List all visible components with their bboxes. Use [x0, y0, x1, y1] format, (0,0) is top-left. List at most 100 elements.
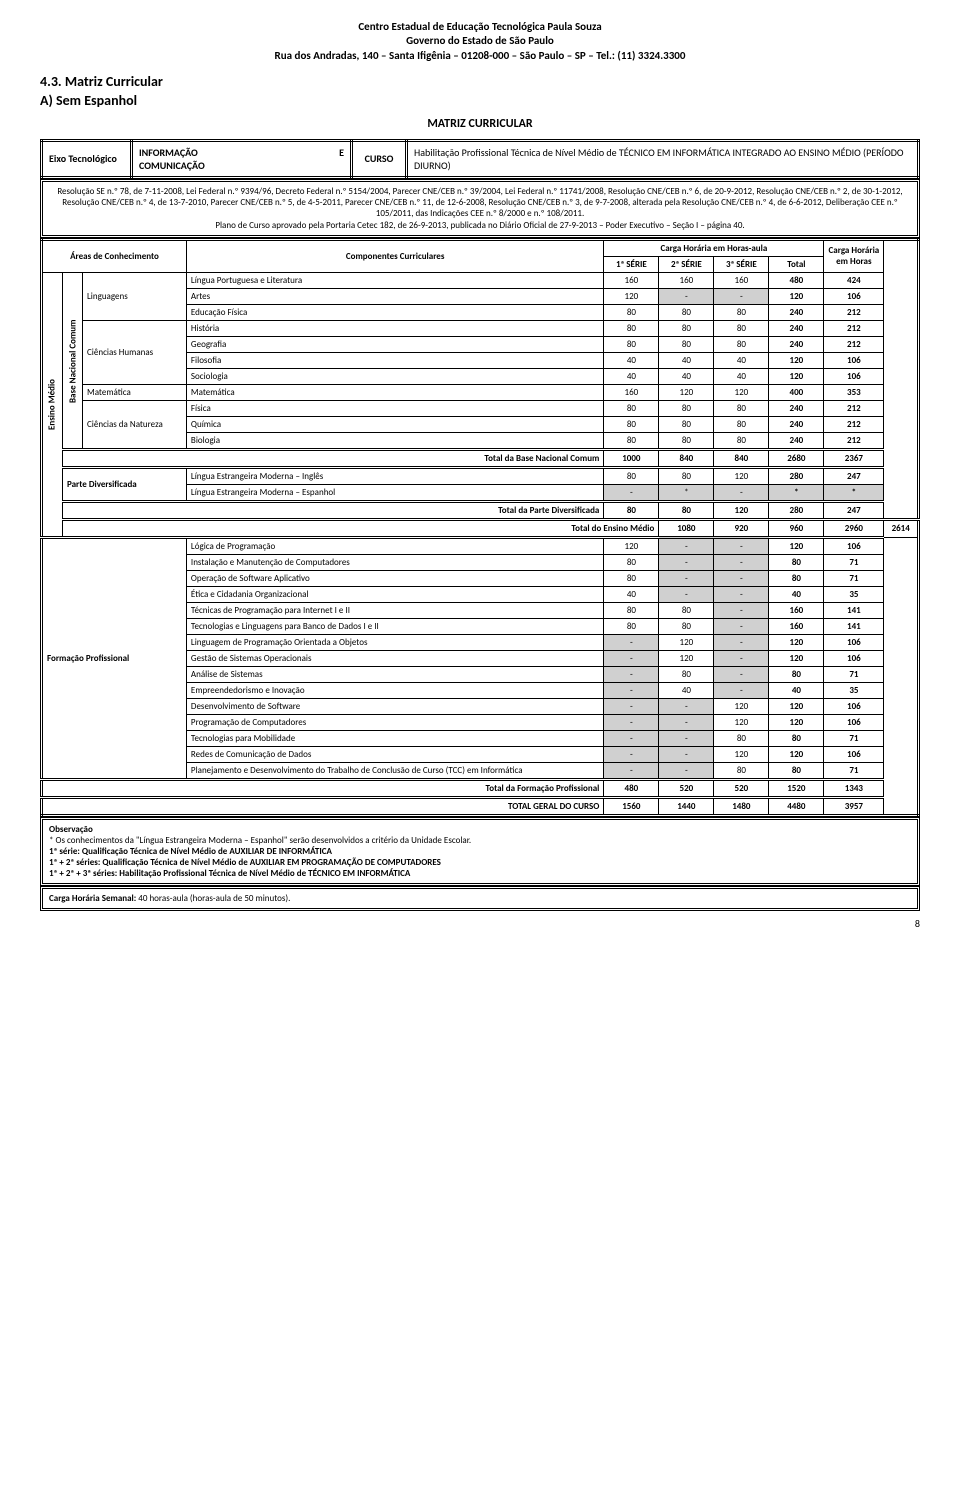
table-cell: 80	[659, 602, 714, 618]
table-cell: -	[714, 537, 769, 554]
table-cell: 120	[659, 384, 714, 400]
legal-text: Resolução SE n.º 78, de 7-11-2008, Lei F…	[40, 179, 920, 238]
table-cell: 80	[714, 304, 769, 320]
table-cell: 240	[769, 400, 824, 416]
table-cell: -	[659, 746, 714, 762]
table-cell: 106	[824, 537, 884, 554]
table-cell: Biologia	[186, 432, 603, 449]
table-cell: 280	[769, 501, 824, 519]
table-cell: Programação de Computadores	[186, 714, 603, 730]
table-cell: -	[714, 554, 769, 570]
table-cell: 80	[604, 320, 659, 336]
obs-title: Observação	[49, 824, 911, 835]
table-cell: 120	[714, 501, 769, 519]
table-cell: 120	[604, 288, 659, 304]
eixo-value: INFORMAÇÃO E COMUNICAÇÃO	[132, 140, 352, 177]
table-cell: 1480	[714, 797, 769, 815]
table-cell: 106	[824, 368, 884, 384]
table-cell: 160	[604, 384, 659, 400]
table-cell: -	[714, 618, 769, 634]
table-cell: Instalação e Manutenção de Computadores	[186, 554, 603, 570]
table-cell: 80	[769, 570, 824, 586]
table-cell: 120	[714, 467, 769, 484]
matriz-title: MATRIZ CURRICULAR	[40, 117, 920, 131]
table-cell: 40	[714, 368, 769, 384]
rot-ensino-medio: Ensino Médio	[42, 272, 63, 537]
table-cell: 80	[769, 554, 824, 570]
header-line2: Governo do Estado de São Paulo	[40, 34, 920, 48]
table-cell: 106	[824, 352, 884, 368]
table-cell: -	[659, 586, 714, 602]
table-cell: 120	[714, 714, 769, 730]
table-cell: Total da Parte Diversificada	[63, 501, 604, 519]
curso-value: Habilitação Profissional Técnica de Níve…	[407, 140, 919, 177]
table-cell: Planejamento e Desenvolvimento do Trabal…	[186, 762, 603, 779]
th-componentes: Componentes Curriculares	[186, 239, 603, 272]
table-cell: 120	[769, 288, 824, 304]
table-cell: 141	[824, 602, 884, 618]
table-cell: 106	[824, 634, 884, 650]
table-cell: 40	[604, 352, 659, 368]
table-cell: Língua Estrangeira Moderna – Espanhol	[186, 484, 603, 501]
table-cell: 400	[769, 384, 824, 400]
table-cell: Geografia	[186, 336, 603, 352]
table-cell: 240	[769, 416, 824, 432]
table-cell: 160	[604, 272, 659, 288]
table-cell: 247	[824, 467, 884, 484]
table-cell: 520	[659, 779, 714, 797]
table-cell: 80	[714, 730, 769, 746]
table-cell: -	[714, 586, 769, 602]
table-cell: 40	[659, 682, 714, 698]
table-cell: Física	[186, 400, 603, 416]
document-header: Centro Estadual de Educação Tecnológica …	[40, 20, 920, 63]
table-cell: Química	[186, 416, 603, 432]
table-cell: -	[659, 698, 714, 714]
table-cell: 120	[714, 698, 769, 714]
table-cell: Ciências Humanas	[83, 320, 187, 384]
curso-label: CURSO	[352, 140, 407, 177]
legal-para1: Resolução SE n.º 78, de 7-11-2008, Lei F…	[49, 186, 911, 220]
table-cell: Ética e Cidadania Organizacional	[186, 586, 603, 602]
header-line3: Rua dos Andradas, 140 – Santa Ifigênia –…	[40, 49, 920, 63]
table-cell: Gestão de Sistemas Operacionais	[186, 650, 603, 666]
table-cell: 40	[769, 586, 824, 602]
table-cell: TOTAL GERAL DO CURSO	[42, 797, 604, 815]
table-cell: 240	[769, 304, 824, 320]
table-cell: 1000	[604, 449, 659, 467]
table-cell: 212	[824, 432, 884, 449]
table-cell: 40	[659, 352, 714, 368]
table-cell: Formação Profissional	[42, 537, 187, 779]
table-cell: 80	[769, 666, 824, 682]
table-cell: -	[714, 570, 769, 586]
table-cell: 120	[659, 650, 714, 666]
table-cell: Educação Física	[186, 304, 603, 320]
table-cell: 71	[824, 730, 884, 746]
table-cell: 840	[659, 449, 714, 467]
table-cell: 3957	[824, 797, 884, 815]
table-cell: 120	[769, 352, 824, 368]
table-cell: Linguagem de Programação Orientada a Obj…	[186, 634, 603, 650]
table-cell: 80	[659, 501, 714, 519]
table-cell: -	[604, 484, 659, 501]
table-cell: Língua Portuguesa e Literatura	[186, 272, 603, 288]
table-cell: 212	[824, 320, 884, 336]
table-cell: 80	[769, 730, 824, 746]
table-cell: -	[604, 714, 659, 730]
th-carga-h: Carga Horária em Horas	[824, 239, 884, 272]
table-cell: Análise de Sistemas	[186, 666, 603, 682]
curso-text: Habilitação Profissional Técnica de Níve…	[414, 146, 903, 172]
carga-semanal: Carga Horária Semanal: 40 horas-aula (ho…	[49, 893, 290, 904]
table-cell: 120	[769, 368, 824, 384]
th-s2: 2ª SÉRIE	[659, 256, 714, 272]
curriculum-table: Áreas de Conhecimento Componentes Curric…	[40, 238, 920, 817]
table-cell: -	[659, 570, 714, 586]
table-cell: 80	[659, 432, 714, 449]
table-cell: 71	[824, 666, 884, 682]
table-cell: 4480	[769, 797, 824, 815]
table-cell: 80	[604, 501, 659, 519]
table-cell: Lógica de Programação	[186, 537, 603, 554]
table-cell: 80	[714, 400, 769, 416]
obs-q2: 1ª + 2ª séries: Qualificação Técnica de …	[49, 857, 911, 868]
eixo-pre: INFORMAÇÃO	[139, 146, 198, 159]
table-cell: 2614	[884, 519, 919, 537]
